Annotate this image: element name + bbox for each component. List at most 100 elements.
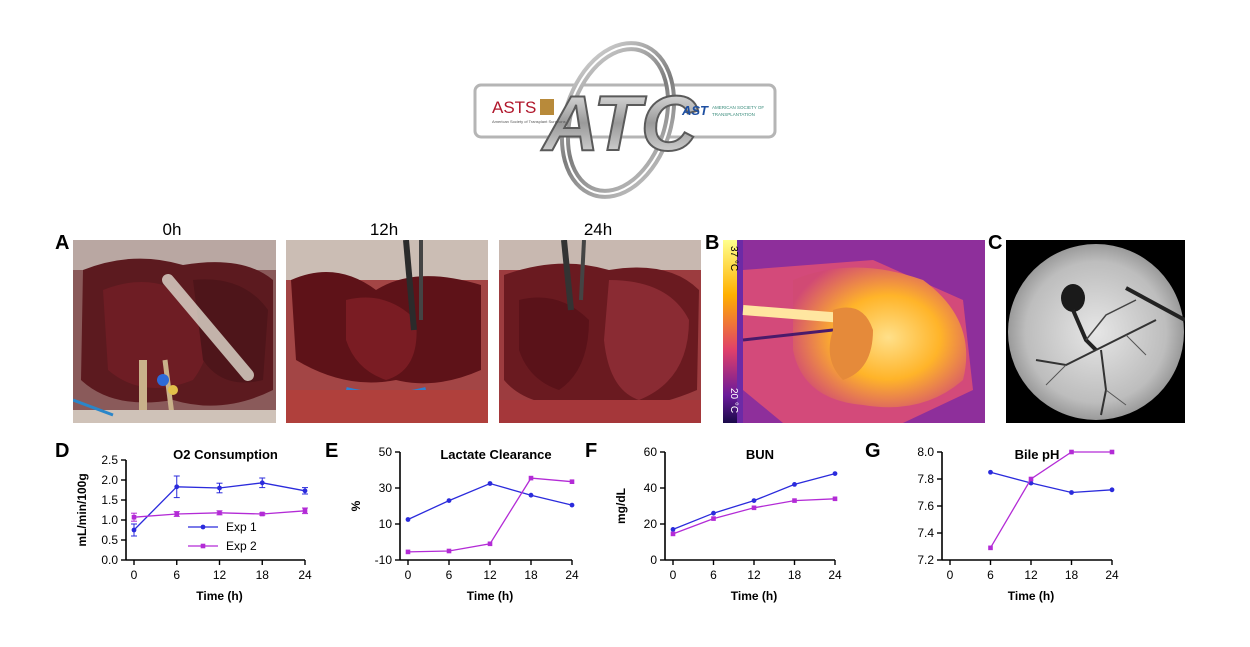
panel-letter-e: E <box>325 440 339 462</box>
x-tick-label: 0 <box>131 568 138 582</box>
x-axis-label: Time (h) <box>731 589 777 603</box>
chart-title: BUN <box>746 447 774 462</box>
data-point-exp1 <box>1069 490 1074 495</box>
data-point-exp2 <box>446 548 452 554</box>
x-tick-label: 18 <box>524 568 538 582</box>
data-point-exp1 <box>528 492 534 498</box>
chart-o2-consumption: 0.0 0.5 1.0 1.5 2.0 2.5 0 6 12 18 24 Time (h) mL/min… <box>75 447 312 603</box>
y-axis-label: mg/dL <box>614 488 628 524</box>
series-line-1 <box>990 471 1113 494</box>
chart-bun: 0 20 40 60 0 6 12 18 24 Time (h) mg/dL BUN <box>614 445 842 603</box>
series-line-1 <box>407 482 573 521</box>
thermal-low-label: 20 °C <box>728 388 739 413</box>
x-tick-label: 24 <box>565 568 579 582</box>
y-axis-label: % <box>349 500 363 511</box>
y-tick-label: 30 <box>379 481 393 495</box>
data-point-exp1 <box>1109 487 1115 493</box>
data-point-exp1 <box>405 517 411 522</box>
data-point-exp2 <box>792 498 797 503</box>
y-tick-label: 0.5 <box>101 533 118 547</box>
data-point-exp2 <box>711 516 716 521</box>
data-point-exp2 <box>302 508 308 514</box>
y-tick-label: 10 <box>379 517 393 531</box>
x-tick-label: 0 <box>947 568 954 582</box>
data-point-exp2 <box>528 475 534 481</box>
logo-ast-sub2: TRANSPLANTATION <box>712 112 755 117</box>
y-tick-label: 8.0 <box>917 445 934 459</box>
thermal-image: 37 °C 20 °C <box>723 240 985 423</box>
data-point-exp1 <box>259 480 265 486</box>
data-point-exp1 <box>792 482 797 487</box>
data-point-exp2 <box>405 549 411 555</box>
x-tick-label: 24 <box>298 568 312 582</box>
legend-label: Exp 1 <box>226 520 257 534</box>
y-tick-label: 7.6 <box>917 499 934 513</box>
y-tick-label: 20 <box>644 517 658 531</box>
data-point-exp1 <box>832 471 838 476</box>
panel-letter-b: B <box>705 232 720 254</box>
y-tick-label: 7.2 <box>917 553 934 567</box>
data-point-exp2 <box>670 531 676 537</box>
data-point-exp2 <box>832 496 838 502</box>
chart-title: O2 Consumption <box>173 447 278 462</box>
y-tick-label: 1.5 <box>101 493 118 507</box>
x-tick-label: 0 <box>670 568 677 582</box>
data-point-exp2 <box>131 514 137 520</box>
panel-letter-g: G <box>865 440 881 462</box>
x-tick-label: 6 <box>173 568 180 582</box>
x-tick-label: 12 <box>213 568 227 582</box>
x-tick-label: 24 <box>828 568 842 582</box>
liver-photo-24h <box>499 240 701 423</box>
x-axis-label: Time (h) <box>467 589 513 603</box>
chart-title: Lactate Clearance <box>440 447 551 462</box>
y-tick-label: 7.8 <box>917 472 934 486</box>
y-tick-label: 2.0 <box>101 473 118 487</box>
x-tick-label: 18 <box>256 568 270 582</box>
x-tick-label: 6 <box>710 568 717 582</box>
thermal-high-label: 37 °C <box>728 246 739 271</box>
data-point-exp1 <box>131 527 137 533</box>
panel-letter-f: F <box>585 440 598 462</box>
x-axis-label: Time (h) <box>1008 589 1054 603</box>
y-tick-label: 7.4 <box>917 526 934 540</box>
asts-emblem-icon <box>540 99 554 115</box>
data-point-exp1 <box>446 498 452 503</box>
series-line-2 <box>407 477 573 553</box>
y-axis-label: mL/min/100g <box>75 473 89 546</box>
liver-photo-12h <box>286 240 488 423</box>
y-tick-label: 0 <box>650 553 657 567</box>
data-point-exp1 <box>751 498 757 503</box>
x-tick-label: 18 <box>1065 568 1079 582</box>
x-tick-label: 6 <box>987 568 994 582</box>
data-point-exp1 <box>487 481 493 486</box>
photo-label-0h: 0h <box>162 220 182 239</box>
data-point-exp2 <box>1069 449 1074 455</box>
y-tick-label: 2.5 <box>101 453 118 467</box>
logo-asts-subtext: American Society of Transplant Surgeons <box>492 119 566 124</box>
y-tick-label: 60 <box>644 445 658 459</box>
logo-asts-text: ASTS <box>492 98 536 117</box>
y-tick-label: -10 <box>375 553 393 567</box>
data-point-exp2 <box>174 511 180 517</box>
y-tick-label: 50 <box>379 445 393 459</box>
data-point-exp2 <box>988 545 993 551</box>
x-axis-label: Time (h) <box>196 589 242 603</box>
photo-label-12h: 12h <box>369 220 399 239</box>
atc-logo: ATC ASTS American Society of Transplant … <box>470 35 780 200</box>
logo-center-text: ATC <box>541 79 699 167</box>
y-tick-label: 1.0 <box>101 513 118 527</box>
y-tick-label: 40 <box>644 481 658 495</box>
cholangiogram-image <box>1006 240 1185 423</box>
legend-label: Exp 2 <box>226 539 257 553</box>
series-line-2 <box>989 451 1112 549</box>
data-point-exp1 <box>711 510 716 516</box>
logo-ast-text: AST <box>681 103 709 118</box>
chart-title: Bile pH <box>1015 447 1060 462</box>
series-line-2 <box>672 498 836 535</box>
chart-bile-ph: 7.2 7.4 7.6 7.8 8.0 0 6 12 18 24 Time (h) Bile pH <box>917 445 1119 603</box>
data-point-exp2 <box>569 479 575 484</box>
data-point-exp1 <box>302 488 308 494</box>
data-point-exp2 <box>217 510 222 516</box>
data-point-exp1 <box>217 485 222 491</box>
logo-ast-sub1: AMERICAN SOCIETY OF <box>712 105 764 110</box>
